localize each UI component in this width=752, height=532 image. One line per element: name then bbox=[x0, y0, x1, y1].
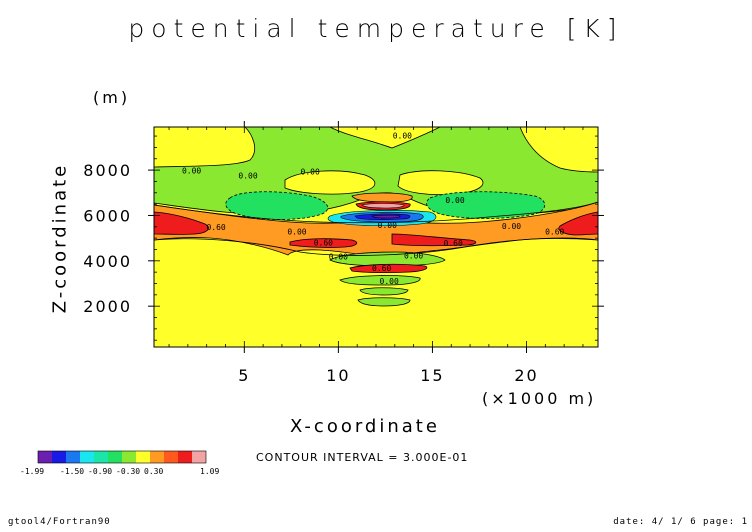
region-yellow-hole-right bbox=[397, 170, 484, 195]
region-green-lens-4 bbox=[359, 287, 409, 296]
contour-label: 0.00 bbox=[378, 221, 397, 230]
contour-label: 0.00 bbox=[404, 252, 423, 261]
colorbar-swatch bbox=[122, 451, 136, 463]
y-tick-label: 4000 bbox=[83, 252, 132, 271]
footer-date-page: date: 4/ 1/ 6 page: 1 bbox=[613, 517, 748, 527]
contour-label: 0.60 bbox=[444, 239, 463, 248]
footer-program-label: gtool4/Fortran90 bbox=[8, 517, 111, 527]
colorbar-swatch bbox=[66, 451, 80, 463]
contour-label: 0.00 bbox=[393, 131, 412, 140]
region-red-left-edge bbox=[154, 211, 209, 235]
y-tick-label: 6000 bbox=[83, 206, 132, 225]
colorbar-swatch bbox=[94, 451, 108, 463]
x-axis-label: X-coordinate bbox=[290, 416, 440, 437]
contour-label: 0.60 bbox=[314, 238, 333, 247]
x-tick-label: 10 bbox=[326, 366, 350, 385]
colorbar-swatch bbox=[164, 451, 178, 463]
contour-fill-layer bbox=[154, 127, 598, 347]
colorbar-swatch bbox=[192, 451, 206, 463]
contour-interval-text: CONTOUR INTERVAL = 3.000E-01 bbox=[256, 451, 469, 464]
x-axis-unit: (×1000 m) bbox=[482, 389, 597, 408]
y-axis-unit: (m) bbox=[93, 88, 131, 107]
region-pink-cap bbox=[361, 203, 405, 209]
contour-label: 0.00 bbox=[238, 171, 257, 180]
contour-label: 0.00 bbox=[182, 166, 201, 175]
colorbar-swatch bbox=[178, 451, 192, 463]
colorbar-label: 0.30 bbox=[144, 467, 163, 476]
contour-label: 0.00 bbox=[329, 253, 348, 262]
region-green-blob-left bbox=[225, 191, 328, 220]
region-red-lens-2 bbox=[349, 263, 428, 274]
x-tick-label: 5 bbox=[238, 366, 250, 385]
contour-label: 0.00 bbox=[380, 277, 399, 286]
contour-label: 0.00 bbox=[502, 222, 521, 231]
region-green-lens-3 bbox=[339, 275, 421, 286]
x-tick-label: 20 bbox=[514, 366, 538, 385]
contour-label: 0.60 bbox=[372, 264, 391, 273]
y-tick-label: 8000 bbox=[83, 161, 132, 180]
contour-label: 0.60 bbox=[545, 228, 564, 237]
colorbar-swatch bbox=[80, 451, 94, 463]
colorbar-swatch bbox=[38, 451, 52, 463]
contour-label: 0.60 bbox=[206, 223, 225, 232]
colorbar-label: -0.90 bbox=[88, 467, 112, 476]
colorbar: -1.99 -1.50 -0.90 -0.30 0.30 1.09 bbox=[20, 450, 219, 476]
colorbar-label: 1.09 bbox=[200, 467, 219, 476]
region-purple-core bbox=[371, 214, 401, 219]
region-yellow-hole-left bbox=[284, 170, 376, 195]
region-green-blob-right bbox=[426, 191, 546, 219]
contour-line-lower bbox=[154, 237, 598, 256]
chart-title: potential temperature [K] bbox=[128, 14, 624, 43]
contour-label: 0.00 bbox=[287, 228, 306, 237]
region-red-right-edge bbox=[558, 211, 598, 236]
contour-label: 0.00 bbox=[445, 196, 464, 205]
axes-layer: 5 10 15 20 2000 4000 6000 8000 bbox=[83, 121, 604, 385]
colorbar-label: -1.99 bbox=[20, 467, 44, 476]
region-red-lens-left bbox=[289, 238, 358, 248]
x-tick-label: 15 bbox=[420, 366, 444, 385]
region-orange-cap bbox=[351, 192, 413, 203]
colorbar-label: -1.50 bbox=[60, 467, 84, 476]
contour-labels-layer: 0.00 0.00 0.00 0.00 0.00 0.60 0.00 0.00 0.60 0.60… bbox=[182, 131, 565, 286]
colorbar-swatch bbox=[52, 451, 66, 463]
contour-label: 0.00 bbox=[301, 168, 320, 177]
region-green-lens-5 bbox=[357, 297, 411, 307]
region-red-lens-right bbox=[391, 233, 477, 247]
colorbar-swatch bbox=[108, 451, 122, 463]
contour-line-upper bbox=[154, 201, 598, 224]
colorbar-frame bbox=[37, 450, 207, 464]
colorbar-label: -0.30 bbox=[116, 467, 140, 476]
y-tick-label: 2000 bbox=[83, 297, 132, 316]
colorbar-swatch bbox=[136, 451, 150, 463]
colorbar-swatch bbox=[150, 451, 164, 463]
